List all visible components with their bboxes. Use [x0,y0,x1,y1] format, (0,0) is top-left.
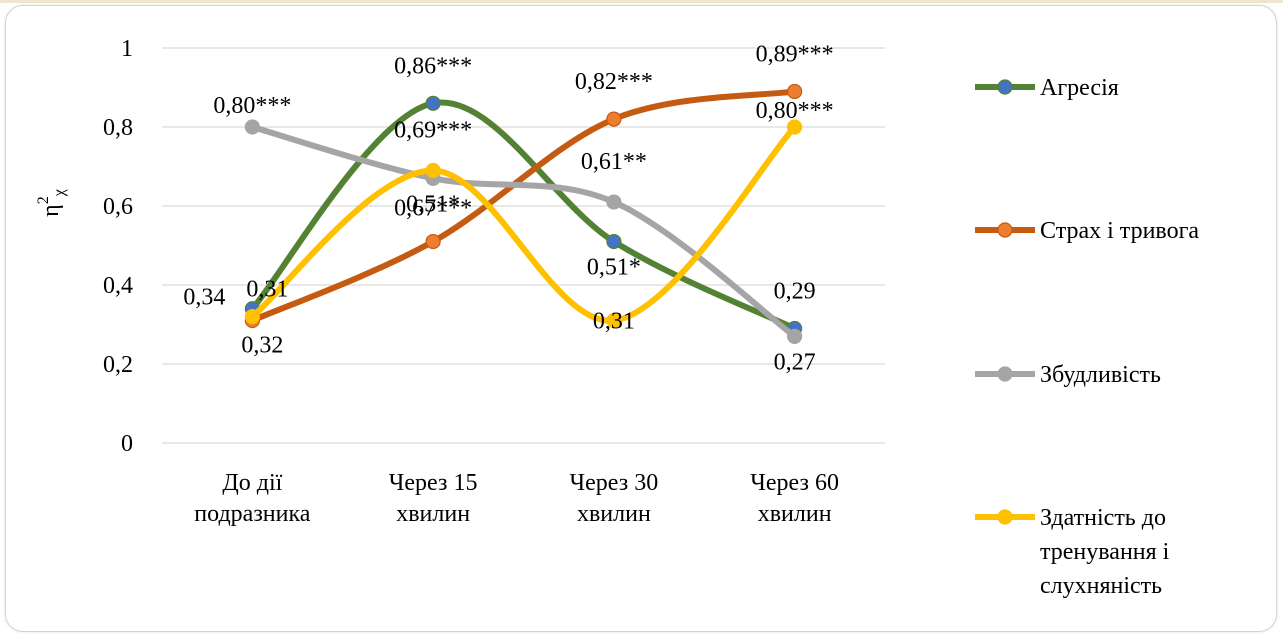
data-label: 0,86*** [394,53,472,79]
x-tick-label: До дії подразника [194,470,310,527]
legend-label: Збудливість [1040,362,1161,388]
x-tick-label: Через 60 хвилин [750,470,839,527]
legend-item: Агресія [975,75,1119,101]
data-point-marker [788,329,802,343]
data-label: 0,27 [774,349,816,375]
data-label: 0,89*** [756,41,834,67]
series-group [245,84,801,343]
x-tick-label: Через 30 хвилин [570,470,659,527]
legend-marker [998,80,1012,94]
data-label: 0,80*** [213,93,291,119]
data-point-marker [426,96,440,110]
y-axis-label-sup: 2 [35,196,52,204]
y-tick-label: 0 [121,431,133,457]
legend-item: Збудливість [975,362,1161,388]
x-axis-ticks: До дії подразника Через 15 хвилин Через 30 хв… [194,470,839,527]
data-label: 0,34 [183,285,225,311]
legend-marker [998,510,1012,524]
legend-label: Страх і тривога [1040,218,1199,244]
data-point-marker [607,195,621,209]
data-label: 0,31 [593,309,635,335]
data-point-marker [426,235,440,249]
y-axis-label-sub: χ [51,188,68,197]
data-label: 0,29 [774,278,816,304]
data-point-marker [245,310,259,324]
y-axis-ticks: 0 0,2 0,4 0,6 0,8 1 [103,36,133,457]
data-label: 0,80*** [756,98,834,124]
data-label: 0,67*** [394,195,472,221]
data-label: 0,69*** [394,117,472,143]
data-label: 0,31 [246,277,288,303]
y-axis-label: η2χ [35,188,68,217]
legend-label: Здатність до тренування і слухняність [1040,505,1170,599]
data-label: 0,32 [241,333,283,359]
legend: Агресія Страх і тривога Збудливість Здатніс… [975,75,1199,599]
y-tick-label: 0,4 [103,273,133,299]
data-label: 0,61** [581,149,647,175]
data-point-marker [245,120,259,134]
data-point-marker [426,163,440,177]
x-tick-label: Через 15 хвилин [389,470,478,527]
data-point-marker [788,84,802,98]
y-tick-label: 1 [121,36,133,62]
y-axis-label-main: η [38,204,64,217]
data-point-marker [607,112,621,126]
series-line [252,103,794,329]
y-tick-label: 0,6 [103,194,133,220]
data-label: 0,51* [587,255,641,281]
legend-item: Здатність до тренування і слухняність [975,505,1170,599]
data-point-marker [607,235,621,249]
legend-marker [998,367,1012,381]
legend-label: Агресія [1040,75,1119,101]
y-tick-label: 0,2 [103,352,133,378]
y-tick-label: 0,8 [103,115,133,141]
legend-marker [998,223,1012,237]
legend-item: Страх і тривога [975,218,1199,244]
data-label: 0,82*** [575,69,653,95]
